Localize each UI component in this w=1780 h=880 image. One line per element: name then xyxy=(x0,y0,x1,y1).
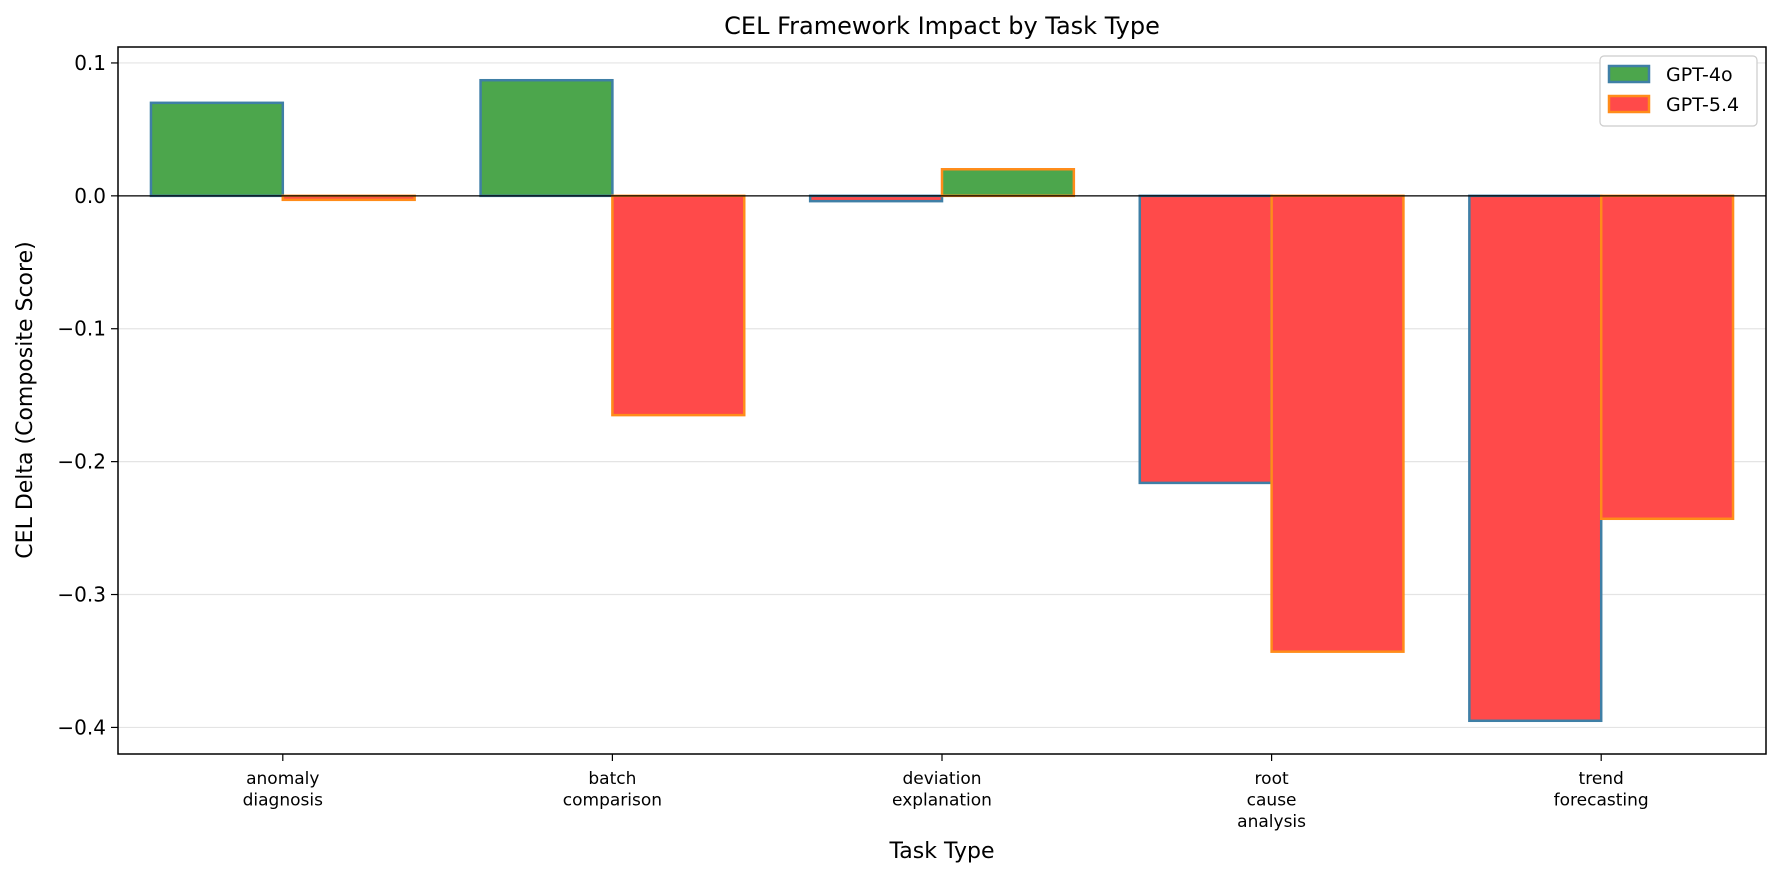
legend-swatch xyxy=(1607,94,1651,114)
y-axis-label: CEL Delta (Composite Score) xyxy=(13,241,38,558)
x-tick-label: batch xyxy=(588,769,636,789)
y-tick-label: 0.1 xyxy=(74,51,106,75)
x-tick-label: cause xyxy=(1247,791,1297,811)
legend: GPT-4o GPT-5.4 xyxy=(1599,55,1758,127)
bar-gpt-4o-3 xyxy=(1138,194,1273,485)
x-tick-label: diagnosis xyxy=(243,791,323,811)
x-tick-label: comparison xyxy=(563,791,662,811)
x-tick-label: explanation xyxy=(892,791,992,811)
y-tick-label: −0.3 xyxy=(57,583,106,607)
x-tick-label: trend xyxy=(1579,769,1624,789)
bar-gpt-4o-2 xyxy=(808,194,944,203)
chart-title: CEL Framework Impact by Task Type xyxy=(724,12,1160,40)
y-tick-label: −0.2 xyxy=(57,450,106,474)
y-tick-label: −0.1 xyxy=(57,317,106,341)
x-tick-label: anomaly xyxy=(246,769,319,789)
legend-swatch xyxy=(1607,64,1651,84)
bar-gpt-4o-1 xyxy=(479,78,614,198)
x-tick-label: root xyxy=(1255,769,1289,789)
y-tick-label: −0.4 xyxy=(57,715,106,739)
bars xyxy=(149,78,1735,723)
bar-gpt-4o-0 xyxy=(149,101,285,198)
y-tick-label: 0.0 xyxy=(74,184,106,208)
bar-gpt-5-4-2 xyxy=(940,168,1076,198)
bar-gpt-4o-4 xyxy=(1468,194,1603,723)
x-tick-label: deviation xyxy=(902,769,981,789)
legend-label: GPT-4o xyxy=(1666,64,1733,86)
x-tick-label: forecasting xyxy=(1554,791,1649,811)
x-tick-label: analysis xyxy=(1237,812,1306,832)
bar-gpt-5-4-1 xyxy=(611,194,746,417)
bar-gpt-5-4-3 xyxy=(1270,194,1405,653)
y-axis-ticks: 0.1 0.0 −0.1 −0.2 −0.3 −0.4 xyxy=(57,51,118,739)
legend-label: GPT-5.4 xyxy=(1666,94,1739,116)
bar-gpt-5-4-4 xyxy=(1599,194,1735,521)
x-axis-label: Task Type xyxy=(888,839,994,864)
